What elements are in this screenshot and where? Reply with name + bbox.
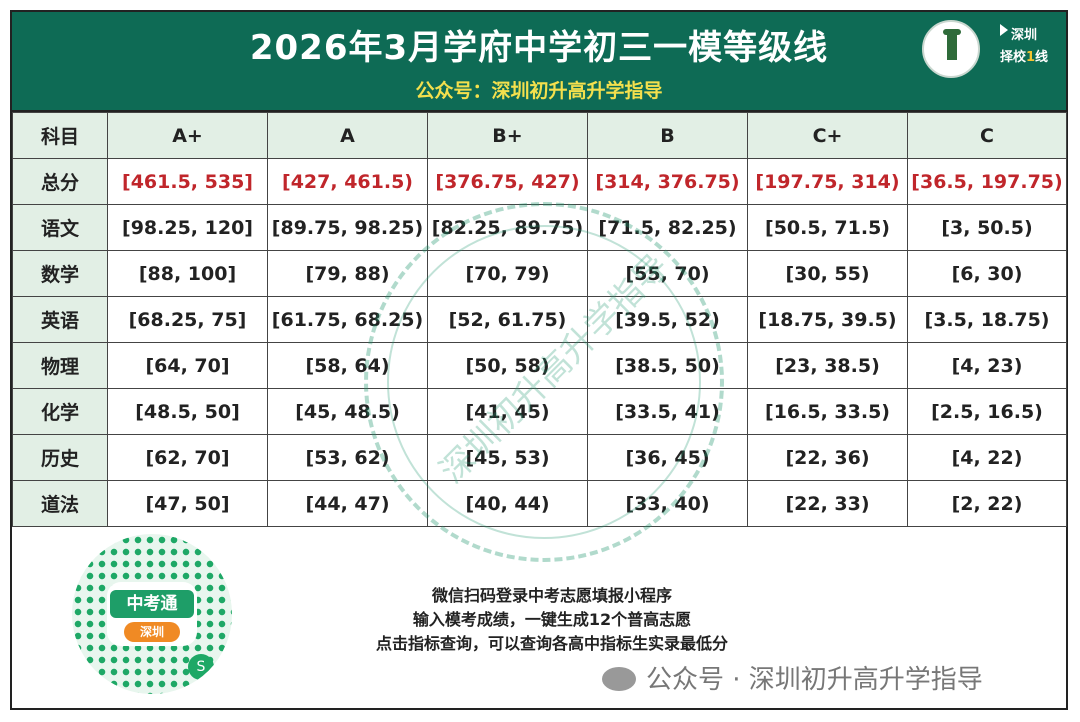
range-cell: [16.5, 33.5) bbox=[747, 388, 908, 435]
range-cell: [50, 58) bbox=[427, 342, 588, 389]
table-row: 道法 [47, 50] [44, 47) [40, 44) [33, 40) [… bbox=[12, 480, 1067, 527]
grade-table: 科目 A+ A B+ B C+ C 总分 [461.5, 535] [427, … bbox=[12, 112, 1067, 527]
qr-badge: 中考通 bbox=[110, 590, 194, 618]
range-cell: [52, 61.75) bbox=[427, 296, 588, 343]
range-cell: [89.75, 98.25) bbox=[267, 204, 428, 251]
tower-shape bbox=[947, 32, 957, 60]
wechat-icon bbox=[602, 666, 636, 691]
instruction-line: 输入模考成绩，一键生成12个普高志愿 bbox=[412, 610, 692, 629]
range-cell: [40, 44) bbox=[427, 480, 588, 527]
range-cell: [3.5, 18.75) bbox=[907, 296, 1067, 343]
subject-cell: 物理 bbox=[12, 342, 108, 389]
play-icon bbox=[1000, 24, 1008, 36]
instructions: 微信扫码登录中考志愿填报小程序 输入模考成绩，一键生成12个普高志愿 点击指标查… bbox=[252, 584, 852, 656]
range-cell: [45, 48.5) bbox=[267, 388, 428, 435]
subject-cell: 数学 bbox=[12, 250, 108, 297]
table-row: 历史 [62, 70] [53, 62) [45, 53) [36, 45) [… bbox=[12, 434, 1067, 481]
range-cell: [376.75, 427) bbox=[427, 158, 588, 205]
subject-cell: 化学 bbox=[12, 388, 108, 435]
brand-logo-line1: 深圳 bbox=[1010, 28, 1037, 43]
range-cell: [33.5, 41) bbox=[587, 388, 748, 435]
range-cell: [50.5, 71.5) bbox=[747, 204, 908, 251]
range-cell: [47, 50] bbox=[107, 480, 268, 527]
header-cell-a-plus: A+ bbox=[107, 112, 268, 159]
range-cell: [4, 23) bbox=[907, 342, 1067, 389]
watermark-text: 公众号 · 深圳初升高升学指导 bbox=[646, 665, 983, 695]
header-cell-b: B bbox=[587, 112, 748, 159]
subject-cell: 道法 bbox=[12, 480, 108, 527]
brand-logo-icon: 深圳 择校1线 bbox=[994, 18, 1054, 78]
mini-program-qr-code[interactable]: 中考通 深圳 S bbox=[72, 534, 232, 694]
range-cell: [36, 45) bbox=[587, 434, 748, 481]
range-cell: [30, 55) bbox=[747, 250, 908, 297]
range-cell: [36.5, 197.75) bbox=[907, 158, 1067, 205]
range-cell: [3, 50.5) bbox=[907, 204, 1067, 251]
range-cell: [68.25, 75] bbox=[107, 296, 268, 343]
range-cell: [39.5, 52) bbox=[587, 296, 748, 343]
page-title: 2026年3月学府中学初三一模等级线 bbox=[249, 28, 829, 68]
header-cell-c: C bbox=[907, 112, 1067, 159]
range-cell: [23, 38.5) bbox=[747, 342, 908, 389]
mini-program-icon: S bbox=[188, 654, 214, 680]
table-row: 英语 [68.25, 75] [61.75, 68.25) [52, 61.75… bbox=[12, 296, 1067, 343]
header-cell-b-plus: B+ bbox=[427, 112, 588, 159]
brand-logo-num: 1 bbox=[1025, 50, 1036, 65]
qr-badge-sub: 深圳 bbox=[124, 622, 180, 642]
range-cell: [314, 376.75) bbox=[587, 158, 748, 205]
range-cell: [41, 45) bbox=[427, 388, 588, 435]
range-cell: [61.75, 68.25) bbox=[267, 296, 428, 343]
school-logo-icon bbox=[922, 20, 980, 78]
range-cell: [18.75, 39.5) bbox=[747, 296, 908, 343]
range-cell: [58, 64) bbox=[267, 342, 428, 389]
subject-cell: 总分 bbox=[12, 158, 108, 205]
header-cell-a: A bbox=[267, 112, 428, 159]
table-row: 化学 [48.5, 50] [45, 48.5) [41, 45) [33.5,… bbox=[12, 388, 1067, 435]
table-row: 语文 [98.25, 120] [89.75, 98.25) [82.25, 8… bbox=[12, 204, 1067, 251]
range-cell: [22, 36) bbox=[747, 434, 908, 481]
range-cell: [45, 53) bbox=[427, 434, 588, 481]
range-cell: [44, 47) bbox=[267, 480, 428, 527]
page-frame: 2026年3月学府中学初三一模等级线 公众号：深圳初升高升学指导 深圳 择校1线… bbox=[10, 10, 1068, 710]
range-cell: [2, 22) bbox=[907, 480, 1067, 527]
table-header-row: 科目 A+ A B+ B C+ C bbox=[12, 112, 1067, 159]
range-cell: [33, 40) bbox=[587, 480, 748, 527]
subject-cell: 历史 bbox=[12, 434, 108, 481]
brand-logo-word2: 线 bbox=[1035, 50, 1049, 65]
range-cell: [64, 70] bbox=[107, 342, 268, 389]
range-cell: [4, 22) bbox=[907, 434, 1067, 481]
range-cell: [88, 100] bbox=[107, 250, 268, 297]
range-cell: [71.5, 82.25) bbox=[587, 204, 748, 251]
table-row: 数学 [88, 100] [79, 88) [70, 79) [55, 70) … bbox=[12, 250, 1067, 297]
range-cell: [62, 70] bbox=[107, 434, 268, 481]
instruction-line: 微信扫码登录中考志愿填报小程序 bbox=[431, 586, 672, 605]
instruction-line: 点击指标查询，可以查询各高中指标生实录最低分 bbox=[375, 634, 728, 653]
footer-section: 中考通 深圳 S 微信扫码登录中考志愿填报小程序 输入模考成绩，一键生成12个普… bbox=[12, 518, 1066, 708]
brand-logo-word: 择校 bbox=[999, 50, 1026, 65]
range-cell: [6, 30) bbox=[907, 250, 1067, 297]
wechat-watermark: 公众号 · 深圳初升高升学指导 bbox=[602, 662, 1052, 698]
range-cell: [38.5, 50) bbox=[587, 342, 748, 389]
header-cell-subject: 科目 bbox=[12, 112, 108, 159]
subject-cell: 英语 bbox=[12, 296, 108, 343]
range-cell: [22, 33) bbox=[747, 480, 908, 527]
range-cell: [79, 88) bbox=[267, 250, 428, 297]
range-cell: [48.5, 50] bbox=[107, 388, 268, 435]
range-cell: [197.75, 314) bbox=[747, 158, 908, 205]
range-cell: [55, 70) bbox=[587, 250, 748, 297]
brand-logo-line2: 择校1线 bbox=[994, 46, 1054, 65]
table-row: 物理 [64, 70] [58, 64) [50, 58) [38.5, 50)… bbox=[12, 342, 1067, 389]
header-banner: 2026年3月学府中学初三一模等级线 公众号：深圳初升高升学指导 深圳 择校1线 bbox=[12, 12, 1066, 112]
range-cell: [98.25, 120] bbox=[107, 204, 268, 251]
subject-cell: 语文 bbox=[12, 204, 108, 251]
range-cell: [2.5, 16.5) bbox=[907, 388, 1067, 435]
range-cell: [461.5, 535] bbox=[107, 158, 268, 205]
range-cell: [53, 62) bbox=[267, 434, 428, 481]
header-cell-c-plus: C+ bbox=[747, 112, 908, 159]
range-cell: [82.25, 89.75) bbox=[427, 204, 588, 251]
table-row: 总分 [461.5, 535] [427, 461.5) [376.75, 42… bbox=[12, 158, 1067, 205]
range-cell: [70, 79) bbox=[427, 250, 588, 297]
range-cell: [427, 461.5) bbox=[267, 158, 428, 205]
page-subtitle: 公众号：深圳初升高升学指导 bbox=[415, 80, 663, 102]
